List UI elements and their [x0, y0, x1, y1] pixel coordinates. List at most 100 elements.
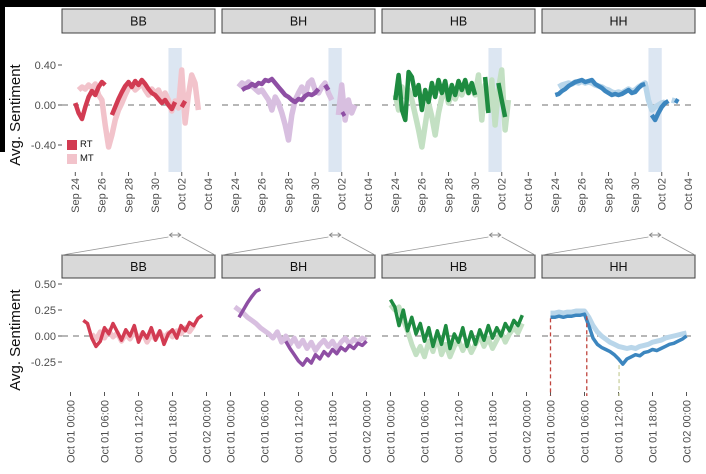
- y-axis-title-top: Avg. Sentiment: [7, 64, 24, 166]
- x-tick-label: Oct 01 18:00: [647, 400, 659, 463]
- y-tick-label: -0.40: [31, 140, 56, 152]
- x-tick-label: Sep 30: [150, 178, 162, 213]
- x-tick-label: Sep 24: [390, 178, 402, 213]
- zoom-connector-right: [341, 236, 376, 256]
- panel-bh-zoom: [222, 287, 375, 367]
- facet-strip-bb-zoom: [61, 254, 216, 279]
- legend-label-mt: MT: [80, 153, 94, 164]
- y-tick-label: 0.40: [35, 60, 56, 72]
- facet-strip-label-hh-zoom: HH: [609, 260, 627, 274]
- panel-hh-zoom: [542, 308, 695, 366]
- series-hb-rt-zoom: [388, 298, 524, 351]
- x-tick-label: Oct 01 00:00: [225, 400, 237, 463]
- series-bb-rt: [73, 77, 188, 122]
- series-hh-rt: [554, 77, 680, 123]
- panel-bh: [222, 48, 375, 172]
- legend-item-mt: MT: [67, 153, 94, 164]
- legend-label-rt: RT: [80, 139, 93, 150]
- x-tick-label: Oct 01 18:00: [167, 400, 179, 463]
- x-tick-label: Oct 02 00:00: [361, 400, 373, 463]
- x-tick-label: Sep 28: [123, 178, 135, 213]
- facet-strip-hh: [541, 8, 696, 34]
- x-tick-label: Oct 02: [177, 178, 189, 210]
- window-edge-top: [0, 0, 706, 7]
- zoom-connector-right: [661, 236, 696, 256]
- x-tick-label: Oct 01 06:00: [259, 400, 271, 463]
- x-tick-label: Oct 02 00:00: [681, 400, 693, 463]
- panel-hb: [382, 48, 535, 172]
- facet-strip-label-hb: HB: [450, 15, 467, 29]
- x-tick-label: Oct 01 00:00: [545, 400, 557, 463]
- x-tick-label: Sep 28: [603, 178, 615, 213]
- facet-strip-bh-zoom: [221, 254, 376, 279]
- x-tick-label: Sep 28: [283, 178, 295, 213]
- x-tick-label: Oct 02: [657, 178, 669, 210]
- zoom-range-arrow-icon: [328, 232, 342, 238]
- zoom-connector-right: [501, 236, 536, 256]
- zoom-range-arrow-icon: [168, 232, 182, 238]
- x-tick-label: Oct 01 12:00: [613, 400, 625, 463]
- facet-strip-label-bb-zoom: BB: [130, 260, 147, 274]
- x-tick-label: Sep 26: [257, 178, 269, 213]
- panel-hb-zoom: [382, 298, 535, 360]
- facet-strip-label-hh: HH: [609, 15, 627, 29]
- zoom-highlight-band-bh: [328, 48, 342, 172]
- x-tick-label: Sep 24: [70, 178, 82, 213]
- x-tick-label: Sep 24: [230, 178, 242, 213]
- series-bh-rt-zoom: [237, 287, 368, 367]
- legend-swatch-mt: [67, 153, 77, 164]
- zoom-connector-left: [541, 236, 649, 256]
- x-tick-label: Oct 04: [363, 178, 375, 210]
- x-tick-label: Sep 30: [310, 178, 322, 213]
- series-hh-rt-zoom: [550, 312, 688, 366]
- x-tick-label: Oct 04: [683, 178, 695, 210]
- x-tick-label: Oct 02 00:00: [521, 400, 533, 463]
- series-hh-mt-zoom: [550, 308, 688, 351]
- y-tick-label: -0.25: [31, 357, 56, 369]
- x-tick-label: Oct 01 00:00: [385, 400, 397, 463]
- x-tick-label: Oct 01 06:00: [99, 400, 111, 463]
- x-tick-label: Oct 01 06:00: [419, 400, 431, 463]
- y-tick-label: 0.50: [35, 279, 56, 291]
- series-hb-rt: [393, 69, 508, 123]
- facet-strip-label-bb: BB: [130, 15, 147, 29]
- x-tick-label: Oct 01 12:00: [133, 400, 145, 463]
- zoom-range-arrow-icon: [488, 232, 502, 238]
- x-tick-label: Oct 02: [337, 178, 349, 210]
- zoom-connector-left: [221, 236, 329, 256]
- x-tick-label: Sep 28: [443, 178, 455, 213]
- facet-strip-label-hb-zoom: HB: [450, 260, 467, 274]
- facet-strip-hb-zoom: [381, 254, 536, 279]
- panel-bb: [62, 48, 215, 172]
- facet-strip-hh-zoom: [541, 254, 696, 279]
- y-axis-title-bottom: Avg. Sentiment: [7, 289, 24, 391]
- x-tick-label: Oct 01 12:00: [293, 400, 305, 463]
- x-tick-label: Sep 26: [577, 178, 589, 213]
- facet-strip-label-bh: BH: [290, 15, 307, 29]
- facet-strip-bb: [61, 8, 216, 34]
- x-tick-label: Oct 01 06:00: [579, 400, 591, 463]
- x-tick-label: Oct 02: [497, 178, 509, 210]
- x-tick-label: Oct 01 18:00: [327, 400, 339, 463]
- panel-hh: [542, 48, 695, 172]
- series-bh-mt-zoom: [233, 304, 368, 354]
- y-tick-label: 0.00: [35, 331, 56, 343]
- panel-bb-zoom: [62, 313, 215, 349]
- window-edge-left: [0, 0, 5, 152]
- zoom-connector-left: [61, 236, 169, 256]
- x-tick-label: Sep 30: [630, 178, 642, 213]
- x-tick-label: Sep 26: [417, 178, 429, 213]
- y-tick-label: 0.25: [35, 305, 56, 317]
- x-tick-label: Sep 30: [470, 178, 482, 213]
- x-tick-label: Oct 01 00:00: [65, 400, 77, 463]
- facet-strip-label-bh-zoom: BH: [290, 260, 307, 274]
- legend: RT MT: [67, 139, 94, 167]
- x-tick-label: Oct 04: [523, 178, 535, 210]
- x-tick-label: Oct 02 00:00: [201, 400, 213, 463]
- legend-item-rt: RT: [67, 139, 94, 150]
- facet-strip-bh: [221, 8, 376, 34]
- legend-swatch-rt: [67, 139, 77, 150]
- zoom-connector-left: [381, 236, 489, 256]
